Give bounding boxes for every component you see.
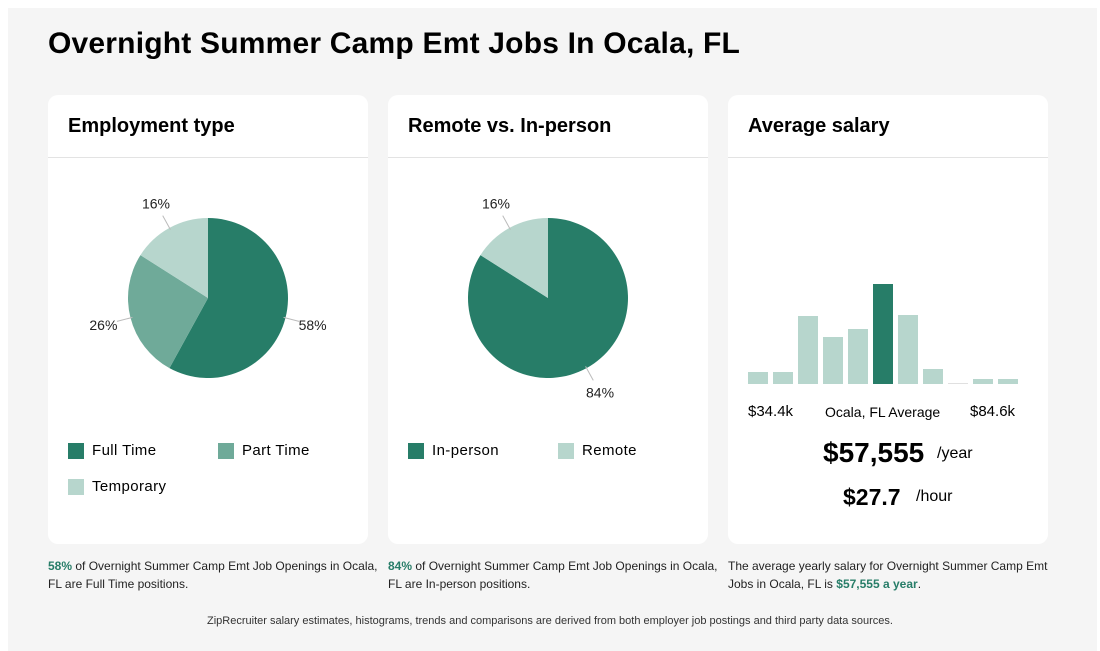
salary-average-label: Ocala, FL Average	[825, 404, 941, 420]
average-salary-card: Average salary $34.4k Ocala, FL Average …	[728, 95, 1048, 544]
salary-min-label: $34.4k	[748, 403, 794, 420]
legend-swatch-full-time	[68, 442, 84, 459]
card-divider	[388, 157, 708, 158]
histogram-bar-average	[873, 284, 893, 384]
salary-caption-amount: $57,555 a year	[836, 577, 918, 591]
remote-caption-text: of Overnight Summer Camp Emt Job Opening…	[388, 559, 718, 591]
legend-full-time: Full Time	[68, 442, 156, 459]
histogram-bar	[998, 379, 1018, 384]
legend-label-remote: Remote	[582, 442, 637, 459]
legend-swatch-part-time	[218, 442, 234, 459]
employment-slice-temporary	[140, 218, 208, 298]
histogram-bar	[948, 383, 968, 384]
salary-yearly-unit: /year	[937, 445, 973, 462]
employment-label-full-time: 58%	[299, 317, 327, 333]
legend-label-temporary: Temporary	[92, 478, 167, 495]
salary-yearly-value: $57,555	[823, 437, 925, 468]
remote-title: Remote vs. In-person	[408, 115, 612, 137]
employment-slice-part-time	[127, 255, 208, 369]
employment-slice-full-time	[169, 218, 288, 378]
legend-swatch-in-person	[408, 442, 424, 459]
legend-swatch-temporary	[68, 478, 84, 495]
remote-leader-in-person	[585, 366, 594, 381]
legend-in-person: In-person	[408, 442, 499, 459]
remote-pie-chart: 84% 16%	[468, 195, 628, 401]
histogram-bar	[823, 337, 843, 384]
employment-leader-full-time	[283, 316, 300, 322]
legend-temporary: Temporary	[68, 478, 166, 495]
salary-max-label: $84.6k	[970, 403, 1016, 420]
average-salary-title: Average salary	[748, 115, 890, 137]
legend-remote: Remote	[558, 442, 637, 459]
salary-hourly-value: $27.7	[843, 484, 901, 510]
legend-label-full-time: Full Time	[92, 442, 157, 459]
remote-caption: 84% of Overnight Summer Camp Emt Job Ope…	[388, 557, 718, 593]
legend-part-time: Part Time	[218, 442, 310, 459]
card-divider	[728, 157, 1048, 158]
remote-slice-remote	[480, 218, 548, 298]
remote-caption-percent: 84%	[388, 559, 413, 573]
histogram-bar	[898, 315, 918, 384]
employment-type-card: Employment type 58% 26% 16% Full Time Part…	[48, 95, 368, 544]
employment-caption: 58% of Overnight Summer Camp Emt Job Ope…	[48, 557, 378, 593]
employment-label-part-time: 26%	[89, 317, 117, 333]
remote-leader-remote	[502, 215, 511, 230]
remote-label-in-person: 84%	[586, 385, 614, 401]
histogram-bar	[848, 329, 868, 384]
employment-leader-temporary	[162, 215, 171, 230]
employment-caption-percent: 58%	[48, 559, 73, 573]
salary-caption: The average yearly salary for Overnight …	[728, 557, 1058, 593]
histogram-bar	[748, 372, 768, 384]
salary-caption-text: The average yearly salary for Overnight …	[728, 559, 1048, 591]
histogram-bar	[798, 316, 818, 384]
legend-swatch-remote	[558, 442, 574, 459]
employment-type-pie-chart: 58% 26% 16%	[89, 195, 327, 378]
card-divider	[48, 157, 368, 158]
employment-caption-text: of Overnight Summer Camp Emt Job Opening…	[48, 559, 378, 591]
legend-label-part-time: Part Time	[242, 442, 310, 459]
salary-caption-end: .	[917, 577, 922, 591]
salary-histogram	[748, 284, 1018, 384]
histogram-bar	[973, 379, 993, 384]
employment-type-title: Employment type	[68, 115, 235, 137]
footer-note: ZipRecruiter salary estimates, histogram…	[207, 615, 893, 627]
page-title: Overnight Summer Camp Emt Jobs In Ocala,…	[48, 27, 741, 60]
employment-leader-part-time	[116, 316, 133, 322]
employment-label-temporary: 16%	[142, 195, 170, 211]
salary-hourly-unit: /hour	[916, 488, 953, 505]
remote-card: Remote vs. In-person 84% 16% In-person Re…	[388, 95, 708, 544]
legend-label-in-person: In-person	[432, 442, 499, 459]
histogram-bar	[773, 372, 793, 384]
remote-label-remote: 16%	[482, 195, 510, 211]
histogram-bar	[923, 369, 943, 384]
